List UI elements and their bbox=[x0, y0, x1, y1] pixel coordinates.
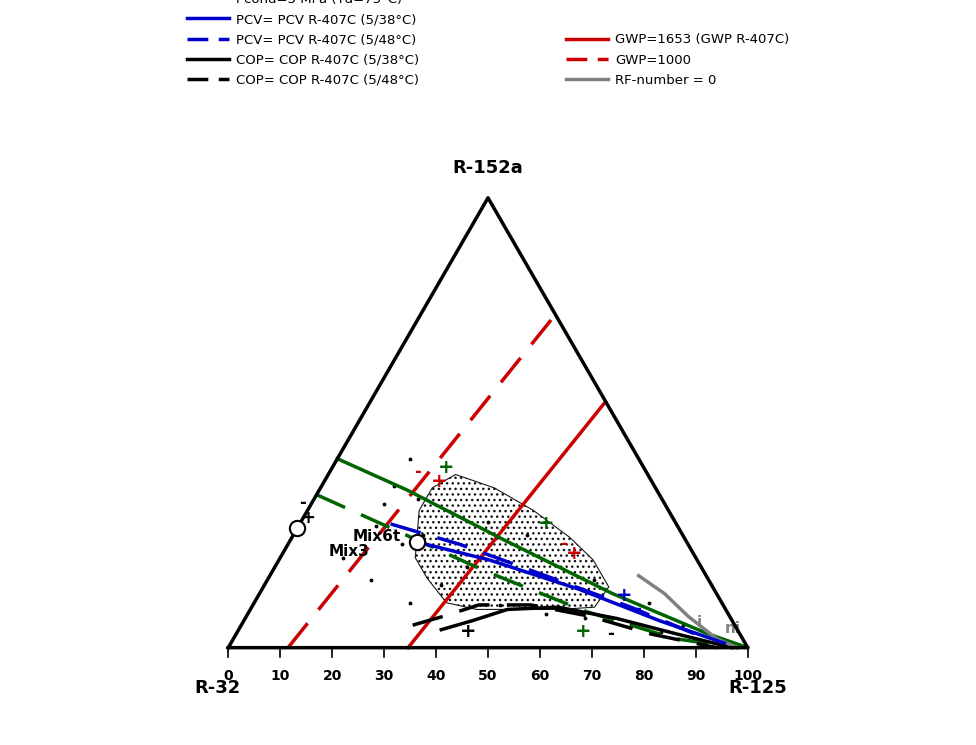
Text: 40: 40 bbox=[427, 670, 446, 683]
Text: +: + bbox=[430, 472, 447, 491]
Text: +: + bbox=[461, 622, 476, 641]
Text: 20: 20 bbox=[322, 670, 342, 683]
Legend: GWP=1653 (GWP R-407C), GWP=1000, RF-number = 0: GWP=1653 (GWP R-407C), GWP=1000, RF-numb… bbox=[561, 28, 794, 92]
Text: +: + bbox=[538, 515, 554, 533]
Text: -: - bbox=[560, 535, 567, 554]
Text: Mix3: Mix3 bbox=[328, 544, 369, 559]
Text: 30: 30 bbox=[375, 670, 393, 683]
Text: 0: 0 bbox=[224, 670, 233, 683]
Text: ni: ni bbox=[724, 621, 741, 636]
Text: 100: 100 bbox=[733, 670, 762, 683]
Text: 10: 10 bbox=[270, 670, 290, 683]
Text: R-125: R-125 bbox=[729, 679, 788, 697]
Text: +: + bbox=[565, 544, 582, 562]
Text: +: + bbox=[616, 586, 632, 606]
Polygon shape bbox=[415, 475, 609, 609]
Text: -: - bbox=[607, 625, 614, 643]
Text: 90: 90 bbox=[686, 670, 706, 683]
Text: 60: 60 bbox=[530, 670, 549, 683]
Text: R-152a: R-152a bbox=[453, 159, 523, 177]
Text: +: + bbox=[575, 622, 591, 641]
Text: i: i bbox=[697, 615, 703, 630]
Text: -: - bbox=[299, 494, 305, 512]
Text: +: + bbox=[438, 458, 455, 478]
Text: 80: 80 bbox=[634, 670, 654, 683]
Text: 70: 70 bbox=[583, 670, 601, 683]
Text: +: + bbox=[300, 510, 315, 527]
Text: -: - bbox=[415, 463, 422, 481]
Text: 50: 50 bbox=[478, 670, 498, 683]
Text: -: - bbox=[633, 600, 641, 618]
Text: R-32: R-32 bbox=[195, 679, 241, 697]
Text: Mix6t: Mix6t bbox=[352, 529, 401, 545]
